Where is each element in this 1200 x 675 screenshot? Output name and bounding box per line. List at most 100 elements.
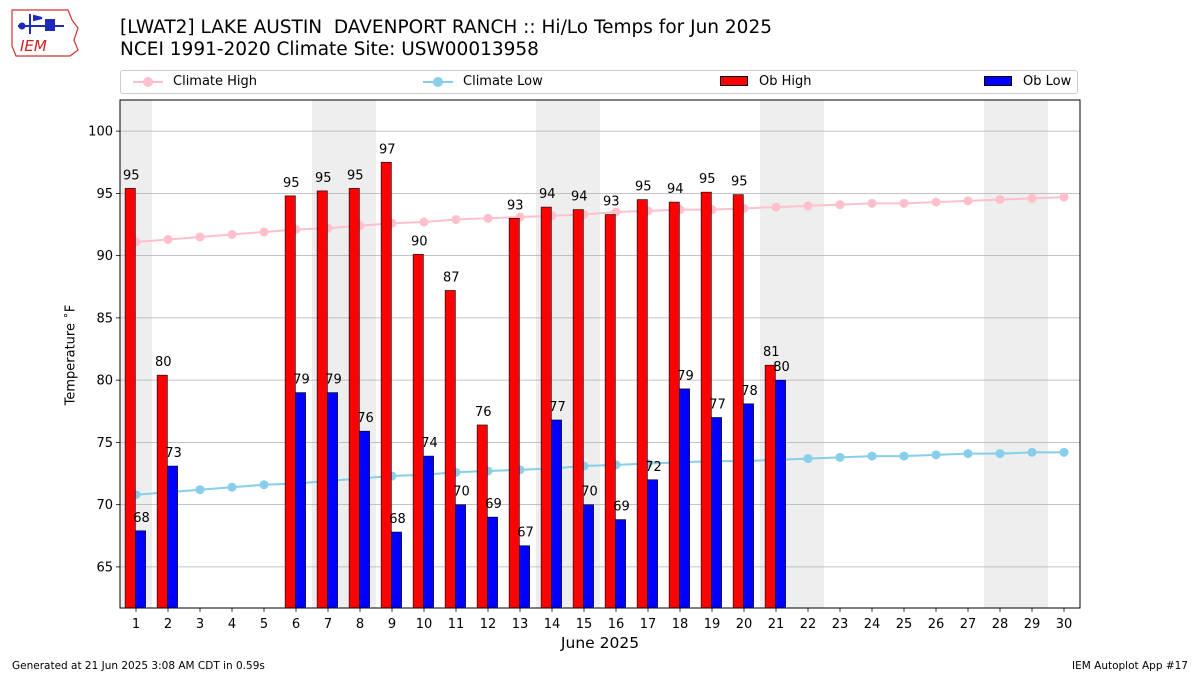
- y-tick-label-70: 70: [96, 498, 113, 513]
- ob-high-label-9: 97: [379, 142, 396, 157]
- ob-high-label-6: 95: [283, 176, 300, 191]
- ob-low-bar-15: [583, 504, 594, 609]
- ob-low-label-1: 68: [133, 511, 150, 526]
- ob-high-bar-6: [284, 195, 296, 609]
- legend-label-ob-high: Ob High: [759, 74, 812, 89]
- ob-low-label-19: 77: [709, 398, 726, 413]
- x-tick-label-23: 23: [832, 617, 849, 632]
- y-axis-label: Temperature ∘F: [59, 304, 79, 406]
- ob-low-label-9: 68: [389, 512, 406, 527]
- ob-high-bar-18: [668, 201, 680, 609]
- ob-high-label-1: 95: [123, 168, 140, 183]
- climate-high-point-22: [803, 201, 813, 211]
- y-tick-label-75: 75: [96, 436, 113, 451]
- y-tick-label-90: 90: [96, 249, 113, 264]
- ob-low-bar-9: [391, 531, 402, 609]
- ob-low-label-12: 69: [485, 497, 502, 512]
- x-tick-label-16: 16: [608, 617, 625, 632]
- x-tick-label-20: 20: [736, 617, 753, 632]
- ob-high-bar-21: [764, 364, 776, 609]
- ob-low-label-15: 70: [581, 485, 598, 500]
- climate-low-point-5: [259, 480, 269, 490]
- climate-high-point-30: [1059, 192, 1069, 202]
- x-tick-label-18: 18: [672, 617, 689, 632]
- legend-item-climate-high: Climate High: [133, 74, 257, 90]
- x-tick-label-25: 25: [896, 617, 913, 632]
- climate-high-point-28: [995, 195, 1005, 205]
- ob-high-label-17: 95: [635, 180, 652, 195]
- ob-low-bar-21: [775, 379, 786, 609]
- legend-item-ob-high: Ob High: [719, 74, 812, 90]
- climate-low-point-4: [227, 482, 237, 492]
- climate-high-point-23: [835, 200, 845, 210]
- climate-high-point-4: [227, 229, 237, 239]
- ob-low-label-7: 79: [325, 373, 342, 388]
- ob-low-label-10: 74: [421, 436, 438, 451]
- ob-high-label-15: 94: [571, 190, 588, 205]
- ob-low-bar-12: [487, 516, 498, 609]
- climate-high-point-5: [259, 227, 269, 237]
- legend-label-climate-low: Climate Low: [463, 74, 543, 89]
- ob-high-bar-9: [380, 161, 392, 609]
- x-tick-label-27: 27: [960, 617, 977, 632]
- x-tick-label-7: 7: [324, 617, 332, 632]
- ob-high-bar-13: [508, 217, 520, 609]
- y-tick-label-95: 95: [96, 187, 113, 202]
- ob-high-label-18: 94: [667, 182, 684, 197]
- x-axis-label: June 2025: [560, 634, 640, 652]
- climate-low-point-25: [899, 451, 909, 461]
- ob-low-bar-10: [423, 455, 434, 609]
- ob-high-label-2: 80: [155, 355, 172, 370]
- iem-logo-text: IEM: [20, 37, 47, 55]
- bar-value-labels: 95 80 95 95 95 97 90 87 76 93 94 94 93 95 94 95 95 81 68 73…: [123, 142, 790, 540]
- y-tick-label-80: 80: [96, 374, 113, 389]
- x-tick-label-9: 9: [388, 617, 396, 632]
- ob-high-label-12: 76: [475, 405, 492, 420]
- climate-low-point-24: [867, 451, 877, 461]
- x-tick-label-2: 2: [164, 617, 172, 632]
- ob-low-bar-8: [359, 430, 370, 609]
- climate-high-point-10: [419, 217, 429, 227]
- x-tick-label-11: 11: [448, 617, 465, 632]
- x-tick-label-28: 28: [992, 617, 1009, 632]
- ob-high-label-19: 95: [699, 172, 716, 187]
- ob-low-label-8: 76: [357, 411, 374, 426]
- ob-high-bar-16: [604, 214, 616, 609]
- chart-title: [LWAT2] LAKE AUSTIN DAVENPORT RANCH :: H…: [120, 17, 772, 38]
- legend-item-ob-low: Ob Low: [983, 74, 1071, 90]
- ob-high-bar-2: [156, 374, 168, 609]
- x-tick-label-1: 1: [132, 617, 140, 632]
- climate-high-point-29: [1027, 193, 1037, 203]
- footer-generated: Generated at 21 Jun 2025 3:08 AM CDT in …: [12, 660, 265, 672]
- legend: Climate High Climate Low Ob High Ob Low: [120, 70, 1078, 94]
- ob-low-bar-14: [551, 419, 562, 609]
- ob-high-bar-10: [412, 254, 424, 609]
- ob-high-bar-17: [636, 199, 648, 609]
- climate-high-point-2: [163, 234, 173, 244]
- ob-high-bar-1: [124, 188, 136, 609]
- ob-high-label-8: 95: [347, 168, 364, 183]
- x-tick-label-29: 29: [1024, 617, 1041, 632]
- climate-high-point-25: [899, 198, 909, 208]
- ob-low-bar-7: [327, 392, 338, 609]
- ob-low-bar-20: [743, 403, 754, 609]
- x-tick-label-6: 6: [292, 617, 300, 632]
- ob-low-bar-2: [167, 465, 178, 609]
- x-tick-label-5: 5: [260, 617, 268, 632]
- x-tick-label-14: 14: [544, 617, 561, 632]
- x-tick-label-4: 4: [228, 617, 236, 632]
- y-tick-label-85: 85: [96, 311, 113, 326]
- weekend-band-5: [984, 100, 1048, 608]
- climate-high-point-24: [867, 198, 877, 208]
- ob-low-bar-11: [455, 504, 466, 609]
- climate-high-point-21: [771, 202, 781, 212]
- ob-low-bar-1: [135, 530, 146, 609]
- ob-high-label-21: 81: [763, 345, 780, 360]
- plot-frame: [119, 99, 1081, 609]
- x-tick-label-24: 24: [864, 617, 881, 632]
- legend-label-climate-high: Climate High: [173, 74, 258, 89]
- ob-low-bar-6: [295, 392, 306, 609]
- ob-high-bar-15: [572, 209, 584, 609]
- ob-high-bar-7: [316, 190, 328, 609]
